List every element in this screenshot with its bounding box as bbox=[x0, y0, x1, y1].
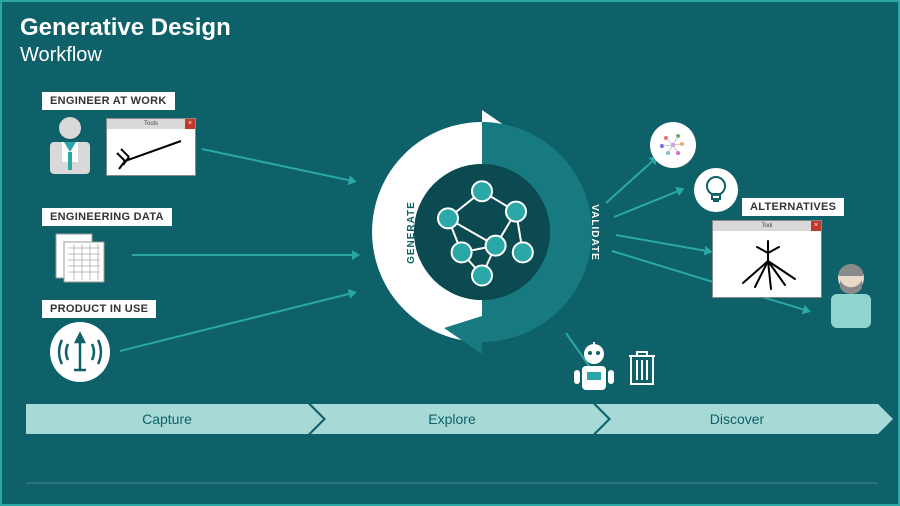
footer-divider bbox=[26, 482, 878, 484]
phase-ribbon: Capture Explore Discover bbox=[26, 404, 878, 434]
phase-capture: Capture bbox=[26, 404, 308, 434]
arrow-to-brain bbox=[605, 161, 652, 204]
documents-icon bbox=[50, 230, 120, 291]
window-content bbox=[107, 129, 195, 175]
user-icon bbox=[822, 262, 880, 339]
window-content bbox=[713, 231, 821, 297]
label-engineering-data: ENGINEERING DATA bbox=[42, 208, 172, 226]
label-alternatives: ALTERNATIVES bbox=[742, 198, 844, 216]
title-main: Generative Design bbox=[20, 14, 231, 42]
label-engineer-at-work: ENGINEER AT WORK bbox=[42, 92, 175, 110]
window-title: Tool bbox=[761, 223, 772, 229]
trash-icon bbox=[627, 350, 657, 393]
robot-icon bbox=[570, 342, 618, 401]
generate-label: GENERATE bbox=[406, 201, 417, 264]
network-graph-icon bbox=[414, 164, 550, 300]
engineer-icon bbox=[42, 114, 98, 189]
arrow-engineer-to-cycle bbox=[202, 148, 349, 181]
arrow-to-alternatives bbox=[616, 234, 705, 252]
close-icon: × bbox=[811, 221, 821, 231]
engineer-tool-window: Tools × bbox=[106, 118, 196, 176]
arrow-data-to-cycle bbox=[132, 254, 352, 256]
antenna-signal-icon bbox=[48, 320, 112, 389]
phase-discover: Discover bbox=[596, 404, 878, 434]
generate-validate-cycle bbox=[352, 102, 612, 362]
arrow-to-bulb bbox=[614, 191, 678, 218]
page-title-block: Generative Design Workflow bbox=[20, 14, 231, 67]
alternatives-window: Tool × bbox=[712, 220, 822, 298]
lightbulb-icon bbox=[694, 168, 738, 212]
close-icon: × bbox=[185, 119, 195, 129]
window-titlebar: Tools × bbox=[107, 119, 195, 129]
window-title: Tools bbox=[144, 121, 158, 127]
window-titlebar: Tool × bbox=[713, 221, 821, 231]
title-sub: Workflow bbox=[20, 44, 231, 67]
phase-explore: Explore bbox=[311, 404, 593, 434]
brain-icon bbox=[650, 122, 696, 168]
validate-label: VALIDATE bbox=[589, 204, 600, 261]
label-product-in-use: PRODUCT IN USE bbox=[42, 300, 156, 318]
